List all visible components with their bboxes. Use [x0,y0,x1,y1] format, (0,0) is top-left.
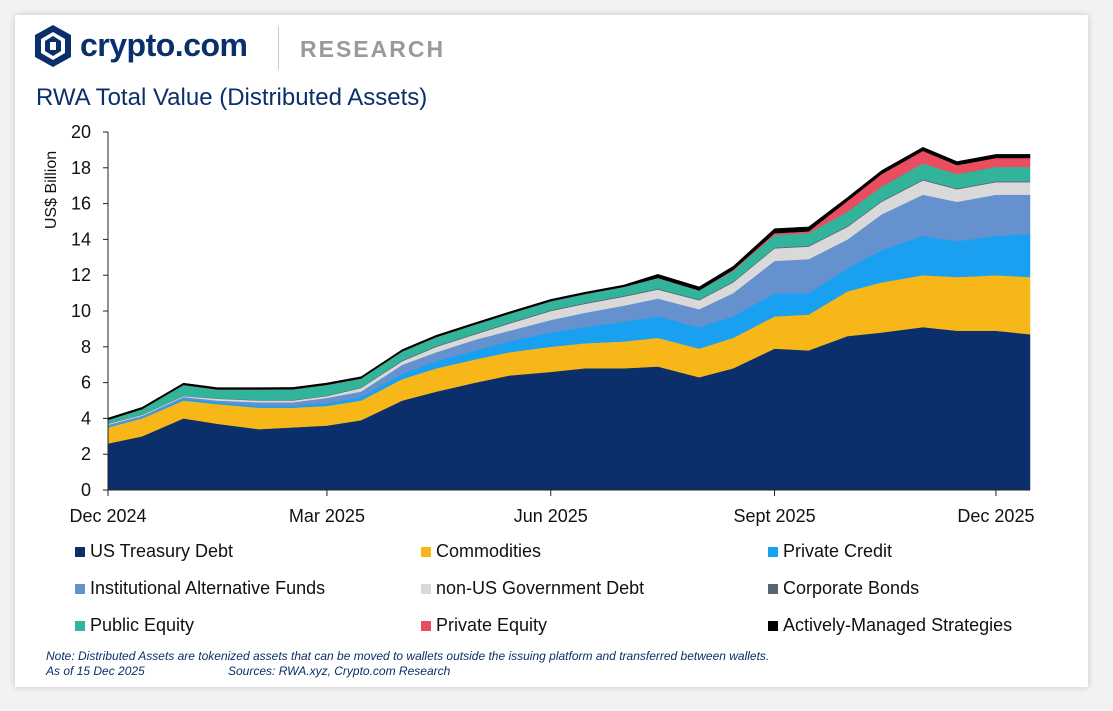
x-tick-label: Sept 2025 [734,506,816,526]
y-axis-title: US$ Billion [43,151,60,229]
series-area-actively-managed-strategies [107,146,1031,421]
x-tick-label: Jun 2025 [514,506,588,526]
y-tick-label: 18 [71,158,91,178]
as-of-date: As of 15 Dec 2025 [46,664,145,678]
brand-name: crypto.com [80,27,248,63]
footnote: Note: Distributed Assets are tokenized a… [46,649,770,663]
y-tick-label: 16 [71,194,91,214]
crypto-com-logo-icon [35,25,71,67]
chart-title: RWA Total Value (Distributed Assets) [36,84,428,111]
x-tick-label: Mar 2025 [289,506,365,526]
y-tick-label: 4 [81,408,91,428]
y-tick-label: 12 [71,265,91,285]
y-tick-label: 14 [71,229,91,249]
y-tick-label: 10 [71,301,91,321]
y-tick-label: 20 [71,122,91,142]
y-tick-label: 8 [81,337,91,357]
section-label: RESEARCH [300,36,446,62]
y-tick-label: 0 [81,480,91,500]
y-tick-label: 6 [81,373,91,393]
x-tick-label: Dec 2025 [957,506,1034,526]
y-tick-label: 2 [81,444,91,464]
header-divider [278,26,279,70]
sources: Sources: RWA.xyz, Crypto.com Research [228,664,451,678]
x-tick-label: Dec 2024 [69,506,146,526]
